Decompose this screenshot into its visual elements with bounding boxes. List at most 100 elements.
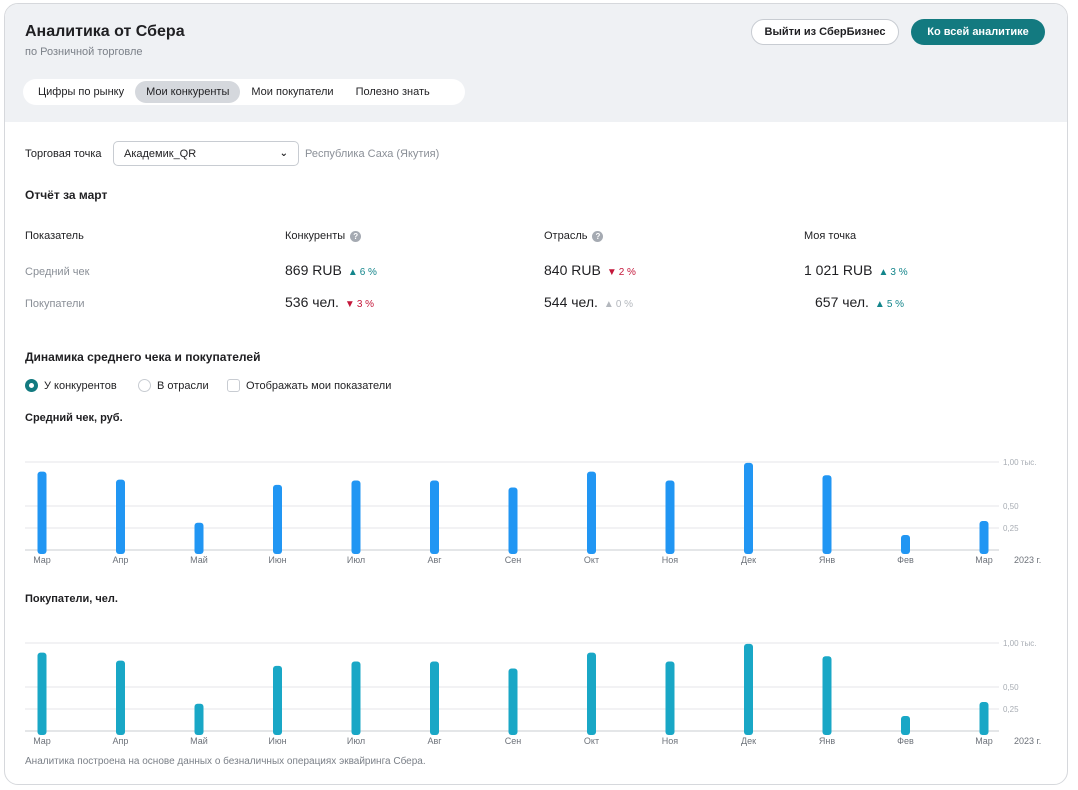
chart-bar (665, 480, 675, 554)
delta-badge: ▲ 0 % (604, 299, 633, 310)
chart-bar (194, 703, 204, 735)
column-industry: Отрасль? (544, 230, 604, 242)
x-tick-label: Авг (427, 555, 442, 565)
chart-bar (822, 656, 832, 735)
tab-useful[interactable]: Полезно знать (355, 86, 430, 98)
x-tick-label: Авг (427, 736, 442, 746)
value: 544 чел. (544, 294, 598, 310)
competitors-avg-check: 869 RUB ▲ 6 % (285, 262, 377, 278)
x-tick-label: Июн (268, 736, 286, 746)
x-tick-label: Фев (897, 736, 914, 746)
chart-bar (273, 665, 282, 735)
chart-bar (351, 480, 361, 554)
chart-title-customers: Покупатели, чел. (25, 593, 118, 605)
x-tick-label: Окт (584, 555, 599, 565)
chart-bar (901, 716, 910, 735)
chart-bar (194, 522, 204, 554)
y-tick-label: 0,50 (1003, 502, 1019, 511)
info-icon[interactable]: ? (592, 230, 604, 242)
option-show-mine[interactable]: Отображать мои показатели (227, 379, 391, 392)
chart-bar (822, 475, 832, 554)
option-competitors-label: У конкурентов (44, 379, 117, 392)
x-tick-label: Май (190, 736, 208, 746)
chart-bar (979, 520, 989, 554)
option-industry[interactable]: В отрасли (138, 379, 209, 392)
avg-check-chart: 1,00 тыс. 0,50 0,25 Мар Апр Май Июн Июл Авг Сен Ок… (25, 458, 1041, 565)
chart-title-avg-check: Средний чек, руб. (25, 412, 123, 424)
analytics-card: Аналитика от Сбера по Розничной торговле… (4, 3, 1068, 785)
x-tick-label: Янв (819, 555, 835, 565)
x-tick-label: Янв (819, 736, 835, 746)
info-icon[interactable]: ? (350, 230, 362, 242)
tab-customers[interactable]: Мои покупатели (251, 86, 334, 98)
arrow-up-icon: ▲ (874, 299, 885, 310)
all-analytics-button[interactable]: Ко всей аналитике (911, 19, 1045, 45)
value: 840 RUB (544, 262, 601, 278)
delta-value: 3 % (890, 267, 908, 278)
my-point-avg-check: 1 021 RUB ▲ 3 % (804, 262, 908, 278)
y-tick-label: 0,25 (1003, 524, 1019, 533)
chart-bar (430, 480, 439, 554)
chart-bar (587, 652, 596, 735)
delta-value: 6 % (359, 267, 377, 278)
value: 657 чел. (815, 294, 869, 310)
chart-bar (273, 484, 282, 554)
delta-value: 2 % (618, 267, 636, 278)
checkbox[interactable] (227, 379, 240, 392)
chart-bar (665, 661, 675, 735)
chart-bar (508, 487, 518, 554)
column-competitors: Конкуренты? (285, 230, 362, 242)
option-show-mine-label: Отображать мои показатели (246, 379, 392, 392)
y-tick-label: 0,25 (1003, 705, 1019, 714)
radio-selected[interactable] (25, 379, 38, 392)
delta-badge: ▲ 6 % (348, 267, 377, 278)
option-competitors[interactable]: У конкурентов (25, 379, 117, 392)
arrow-up-icon: ▲ (347, 267, 358, 278)
x-tick-label: Май (190, 555, 208, 565)
tab-competitors[interactable]: Мои конкуренты (135, 81, 241, 103)
x-tick-label: Сен (505, 736, 522, 746)
chart-bar (430, 661, 439, 735)
tab-market[interactable]: Цифры по рынку (38, 86, 125, 98)
x-tick-label: Июл (347, 736, 365, 746)
x-tick-label: Мар (975, 555, 993, 565)
logout-button[interactable]: Выйти из СберБизнес (751, 19, 899, 45)
value: 536 чел. (285, 294, 339, 310)
chart-bar (351, 661, 361, 735)
column-industry-label: Отрасль (544, 230, 588, 242)
x-tick-label: Мар (33, 736, 51, 746)
row-label-avg-check: Средний чек (25, 266, 90, 278)
row-label-customers: Покупатели (25, 298, 85, 310)
arrow-up-icon: ▲ (603, 299, 614, 310)
delta-value: 3 % (356, 299, 375, 310)
value: 1 021 RUB (804, 262, 873, 278)
radio[interactable] (138, 379, 151, 392)
chart-bar (508, 668, 518, 735)
arrow-down-icon: ▼ (344, 299, 355, 310)
page-subtitle: по Розничной торговле (25, 46, 143, 58)
chart-bar (116, 660, 125, 735)
chart-bar (587, 471, 596, 554)
column-competitors-label: Конкуренты (285, 230, 346, 242)
my-point-customers: 657 чел. ▲ 5 % (815, 294, 904, 310)
tab-bar: Цифры по рынку Мои конкуренты Мои покупа… (23, 79, 465, 105)
column-my-point-label: Моя точка (804, 230, 857, 242)
chart-bar (37, 471, 47, 554)
x-tick-label: Июл (347, 555, 365, 565)
x-tick-label: Ноя (662, 736, 679, 746)
column-my-point: Моя точка (804, 230, 856, 242)
x-tick-label: Мар (33, 555, 51, 565)
delta-value: 0 % (615, 299, 634, 310)
dynamics-title: Динамика среднего чека и покупателей (25, 350, 261, 364)
x-tick-label: Фев (897, 555, 914, 565)
chart-bar (901, 535, 910, 554)
x-tick-label: Мар (975, 736, 993, 746)
arrow-up-icon: ▲ (878, 267, 889, 278)
x-tick-label: Апр (113, 736, 129, 746)
report-title: Отчёт за март (25, 188, 108, 202)
store-select[interactable]: Академик_QR ⌄ (113, 141, 299, 166)
x-tick-label: Дек (741, 736, 756, 746)
page-title: Аналитика от Сбера (25, 23, 185, 40)
y-tick-label: 1,00 тыс. (1003, 639, 1036, 648)
column-indicator-label: Показатель (25, 230, 84, 242)
